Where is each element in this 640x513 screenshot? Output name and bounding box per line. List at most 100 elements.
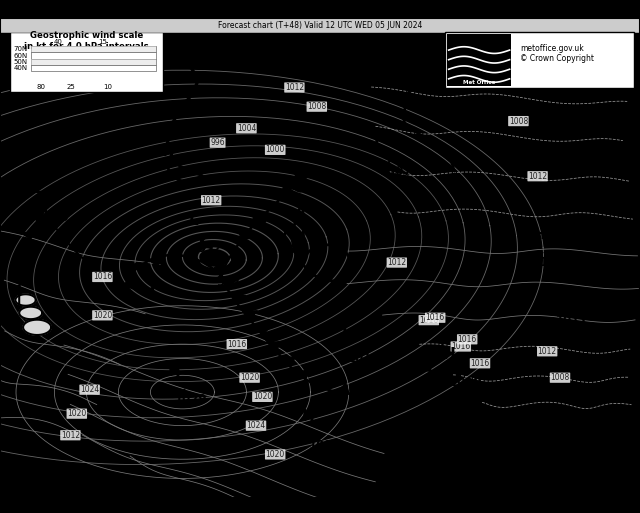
Polygon shape [22, 231, 33, 239]
Polygon shape [297, 369, 310, 379]
Text: 1012: 1012 [285, 83, 304, 92]
Text: 25: 25 [67, 84, 75, 90]
Polygon shape [445, 331, 456, 339]
Text: 1012: 1012 [538, 347, 557, 356]
Polygon shape [384, 380, 396, 391]
Text: Forecast chart (T+48) Valid 12 UTC WED 05 JUN 2024: Forecast chart (T+48) Valid 12 UTC WED 0… [218, 21, 422, 30]
Text: 1012: 1012 [61, 431, 80, 440]
Text: 1012: 1012 [202, 196, 221, 205]
Text: 1008: 1008 [509, 116, 528, 126]
Text: 987: 987 [217, 275, 241, 288]
Polygon shape [243, 311, 257, 320]
Text: Geostrophic wind scale
in kt for 4.0 hPa intervals: Geostrophic wind scale in kt for 4.0 hPa… [24, 31, 148, 51]
Text: 1016: 1016 [470, 359, 490, 368]
Text: H: H [548, 285, 561, 300]
Text: 1020: 1020 [266, 450, 285, 459]
Bar [31, 52, 156, 58]
Polygon shape [103, 270, 114, 279]
Text: L: L [31, 182, 42, 196]
Text: 80: 80 [36, 84, 45, 90]
Text: 1024: 1024 [246, 421, 266, 430]
Text: 40: 40 [54, 40, 63, 45]
Text: 1007: 1007 [380, 165, 412, 178]
Polygon shape [47, 214, 59, 222]
Polygon shape [125, 279, 138, 287]
Polygon shape [401, 371, 415, 382]
Text: 1012: 1012 [556, 314, 588, 327]
Text: 1008: 1008 [307, 102, 326, 111]
Text: 1005: 1005 [37, 211, 69, 224]
Text: 996: 996 [211, 138, 225, 147]
Text: 40N: 40N [13, 65, 28, 71]
Polygon shape [132, 264, 143, 272]
Polygon shape [11, 267, 22, 275]
Polygon shape [71, 245, 83, 253]
Polygon shape [58, 231, 70, 238]
Polygon shape [145, 287, 154, 295]
Polygon shape [175, 250, 181, 260]
Polygon shape [19, 307, 42, 319]
Polygon shape [123, 280, 132, 288]
Polygon shape [15, 249, 27, 256]
Text: 1019: 1019 [309, 439, 341, 451]
Text: L: L [207, 246, 218, 261]
Text: 15: 15 [99, 40, 108, 45]
Bar [10, 28, 163, 92]
Text: 1008: 1008 [550, 373, 570, 382]
Text: L: L [188, 212, 198, 228]
Polygon shape [253, 215, 266, 224]
Bar [31, 46, 156, 52]
Bar [445, 32, 634, 88]
Polygon shape [9, 285, 20, 293]
Bar [31, 46, 156, 52]
Text: 1016: 1016 [458, 335, 477, 344]
Bar [447, 34, 511, 86]
Polygon shape [314, 379, 326, 389]
Text: 60N: 60N [13, 53, 28, 58]
Polygon shape [209, 265, 220, 273]
Polygon shape [239, 231, 253, 239]
Polygon shape [228, 247, 241, 254]
Bar [31, 65, 156, 71]
Polygon shape [148, 256, 159, 266]
Text: 1000: 1000 [266, 145, 285, 154]
Polygon shape [268, 341, 282, 350]
Text: 1020: 1020 [67, 409, 86, 418]
Text: 1016: 1016 [426, 313, 445, 322]
Text: H: H [302, 409, 315, 424]
Polygon shape [218, 264, 232, 271]
Polygon shape [283, 187, 296, 195]
Polygon shape [337, 384, 349, 394]
Text: 1024: 1024 [80, 385, 99, 394]
Text: H: H [532, 227, 545, 242]
Polygon shape [282, 357, 296, 366]
Text: 1020: 1020 [240, 373, 259, 382]
Text: L: L [342, 323, 352, 338]
Text: H: H [168, 364, 180, 379]
Text: metoffice.gov.uk
© Crown Copyright: metoffice.gov.uk © Crown Copyright [520, 44, 594, 63]
Text: 1020: 1020 [93, 311, 112, 320]
Text: 992: 992 [198, 242, 222, 255]
Text: 70N: 70N [13, 46, 28, 52]
Text: 1019: 1019 [450, 376, 482, 389]
Text: 10: 10 [104, 84, 113, 90]
Polygon shape [15, 294, 36, 306]
Text: H: H [443, 347, 456, 362]
Polygon shape [361, 385, 373, 395]
Bar [31, 58, 156, 65]
Text: 1012: 1012 [387, 258, 406, 267]
Polygon shape [23, 320, 51, 335]
Polygon shape [190, 257, 201, 267]
Polygon shape [232, 295, 246, 304]
Text: 1013: 1013 [348, 352, 380, 365]
Text: L: L [374, 136, 384, 151]
Bar [31, 58, 156, 65]
Text: 1029: 1029 [175, 393, 207, 406]
Text: 1016: 1016 [419, 315, 438, 325]
Text: 1012: 1012 [528, 172, 547, 181]
Polygon shape [86, 259, 97, 267]
Polygon shape [268, 201, 281, 209]
Polygon shape [31, 214, 42, 222]
Text: 1004: 1004 [237, 124, 256, 133]
Text: Met Office: Met Office [463, 80, 495, 85]
